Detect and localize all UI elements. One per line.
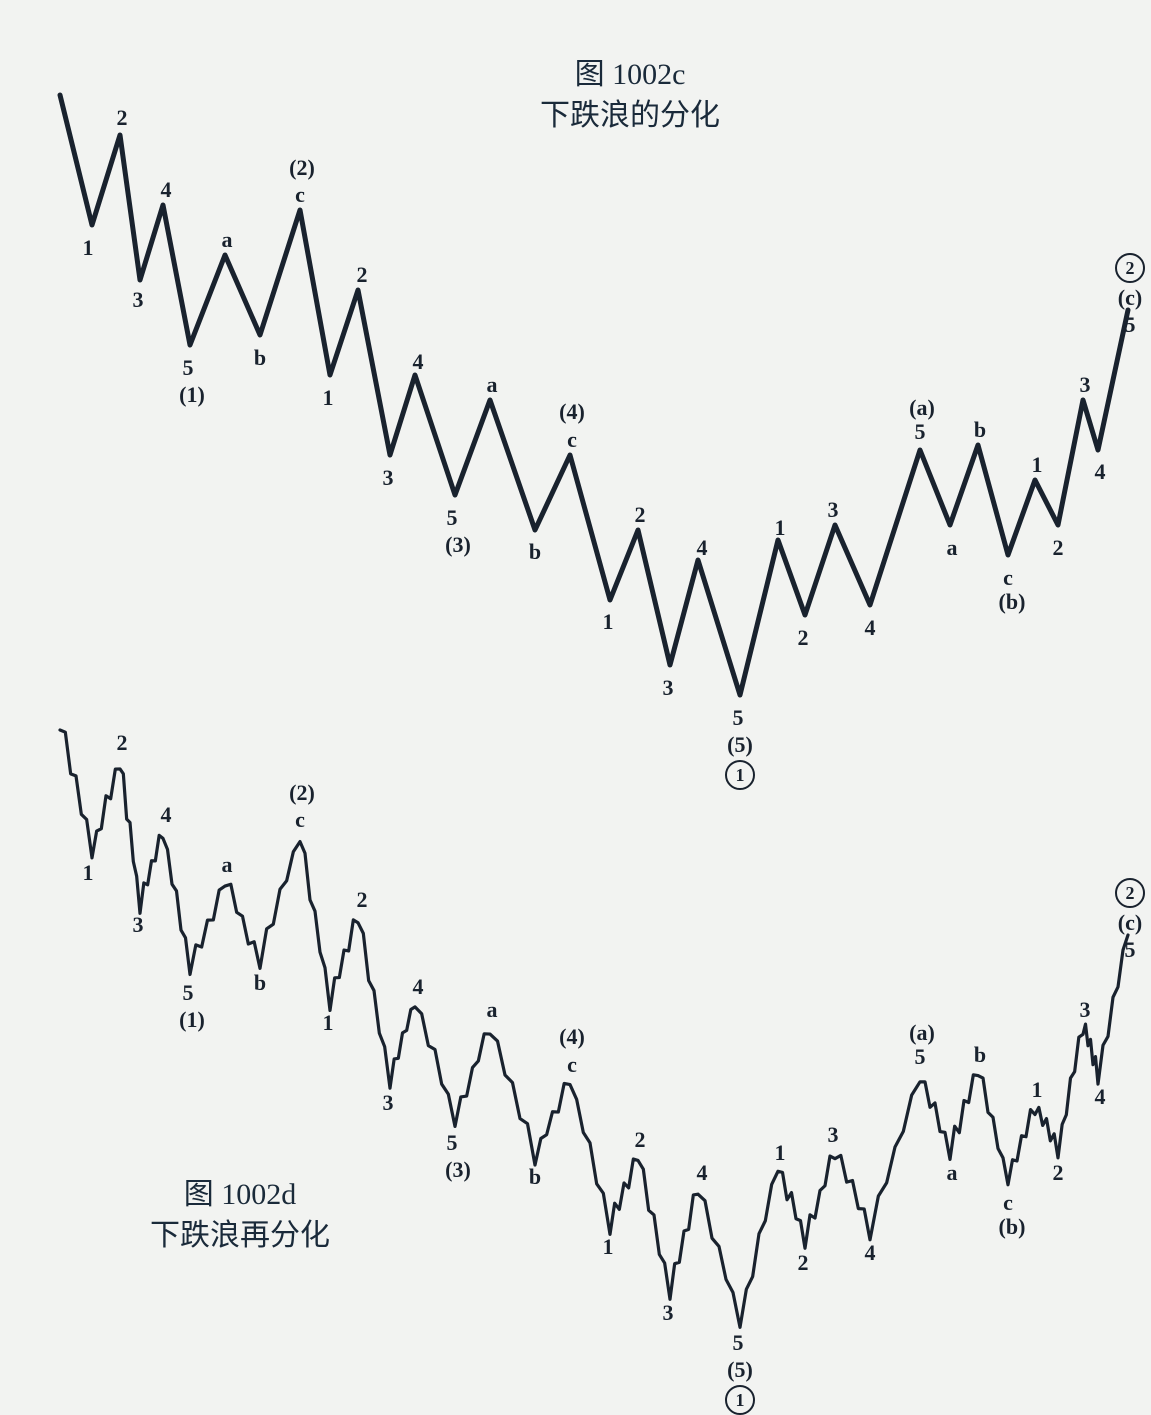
- wave-label: (4): [559, 399, 585, 425]
- wave-label: 3: [133, 912, 144, 938]
- wave-label: 1: [323, 1010, 334, 1036]
- wave-label: (5): [727, 1357, 753, 1383]
- wave-label: 2: [357, 887, 368, 913]
- wave-label: 5: [447, 505, 458, 531]
- wave-label: 4: [1095, 1084, 1106, 1110]
- wave-label: 2: [798, 1250, 809, 1276]
- wave-label: 2: [117, 730, 128, 756]
- wave-label: 5: [915, 1044, 926, 1070]
- wave-label: 4: [697, 535, 708, 561]
- wave-label: 1: [725, 760, 755, 790]
- wave-label: 3: [663, 675, 674, 701]
- wave-label: (b): [999, 1214, 1026, 1240]
- wave-label: 5: [447, 1130, 458, 1156]
- wave-label: 1: [603, 1234, 614, 1260]
- wave-label: b: [974, 417, 986, 443]
- wave-label: a: [487, 997, 498, 1023]
- wave-label: 4: [413, 349, 424, 375]
- wave-label: 3: [828, 1122, 839, 1148]
- wave-label: b: [254, 345, 266, 371]
- wave-label: 5: [733, 705, 744, 731]
- wave-label: 5: [183, 355, 194, 381]
- wave-label: 2: [117, 105, 128, 131]
- wave-label: a: [947, 535, 958, 561]
- wave-label: 2: [1053, 1160, 1064, 1186]
- wave-label: (1): [179, 382, 205, 408]
- wave-label: c: [295, 182, 305, 208]
- wave-label: 4: [413, 974, 424, 1000]
- wave-label: 1: [83, 235, 94, 261]
- wave-label: c: [1003, 565, 1013, 591]
- wave-label: 3: [133, 287, 144, 313]
- wave-label: 2: [1053, 535, 1064, 561]
- wave-label: (4): [559, 1024, 585, 1050]
- wave-label: 3: [1080, 372, 1091, 398]
- wave-label: 1: [1032, 452, 1043, 478]
- wave-label: 2: [357, 262, 368, 288]
- wave-label: a: [222, 852, 233, 878]
- wave-label: 5: [183, 980, 194, 1006]
- wave-label: 2: [1115, 878, 1145, 908]
- wave-label: (a): [909, 395, 935, 421]
- wave-label: (5): [727, 732, 753, 758]
- wave-label: c: [295, 807, 305, 833]
- wave-label: 3: [1080, 997, 1091, 1023]
- wave-label: (2): [289, 780, 315, 806]
- wave-label: 1: [603, 609, 614, 635]
- wave-label: (3): [445, 532, 471, 558]
- wave-label: 3: [383, 1090, 394, 1116]
- wave-label: 1: [83, 860, 94, 886]
- wave-label: 2: [1115, 253, 1145, 283]
- wave-label: c: [1003, 1190, 1013, 1216]
- wave-label: (c): [1118, 910, 1142, 936]
- wave-label: 1: [323, 385, 334, 411]
- wave-label: 3: [828, 497, 839, 523]
- wave-label: 1: [725, 1385, 755, 1415]
- wave-label: 1: [775, 1140, 786, 1166]
- wave-label: 4: [161, 802, 172, 828]
- wave-label: a: [222, 227, 233, 253]
- wave-label: 3: [663, 1300, 674, 1326]
- wave-label: a: [947, 1160, 958, 1186]
- wave-label: 2: [635, 502, 646, 528]
- wave-label: 4: [697, 1160, 708, 1186]
- wave-label: (b): [999, 589, 1026, 615]
- wave-label: 1: [1032, 1077, 1043, 1103]
- wave-label: b: [529, 1164, 541, 1190]
- wave-canvas: [0, 0, 1151, 1330]
- wave-label: (c): [1118, 285, 1142, 311]
- wave-label: b: [529, 539, 541, 565]
- wave-label: 3: [383, 465, 394, 491]
- wave-label: (2): [289, 155, 315, 181]
- wave-label: 4: [865, 615, 876, 641]
- wave-label: (3): [445, 1157, 471, 1183]
- wave-label: 4: [865, 1240, 876, 1266]
- wave-label: b: [254, 970, 266, 996]
- wave-label: (1): [179, 1007, 205, 1033]
- wave-label: (a): [909, 1020, 935, 1046]
- wave-label: 4: [161, 177, 172, 203]
- wave-label: 4: [1095, 459, 1106, 485]
- wave-label: 5: [733, 1330, 744, 1356]
- wave-label: a: [487, 372, 498, 398]
- wave-label: b: [974, 1042, 986, 1068]
- wave-label: c: [567, 1052, 577, 1078]
- wave-label: 5: [915, 419, 926, 445]
- page-root: 图 1002c 下跌浪的分化 图 1002d 下跌浪再分化 12345(1)ab…: [0, 0, 1151, 1330]
- wave-label: 2: [635, 1127, 646, 1153]
- wave-label: 5: [1125, 312, 1136, 338]
- wave-label: 2: [798, 625, 809, 651]
- wave-label: c: [567, 427, 577, 453]
- wave-label: 1: [775, 515, 786, 541]
- wave-label: 5: [1125, 937, 1136, 963]
